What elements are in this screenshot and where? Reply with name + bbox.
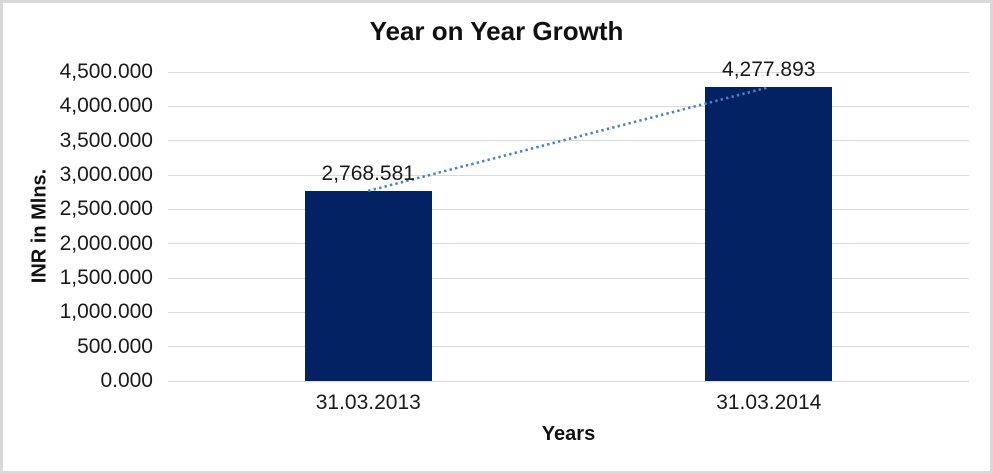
- gridline: [168, 71, 969, 73]
- gridline: [168, 311, 969, 313]
- trendline-segment: [367, 85, 770, 193]
- x-axis-tick-labels: 31.03.2013 31.03.2014: [168, 390, 969, 416]
- gridline: [168, 380, 969, 382]
- y-axis-tick-label: 500.000: [77, 334, 153, 358]
- gridline: [168, 174, 969, 176]
- bar-31.03.2013: [304, 190, 432, 381]
- y-axis-tick-label: 4,500.000: [59, 60, 153, 83]
- y-axis-tick-label: 2,500.000: [59, 197, 153, 221]
- y-axis-tick-label: 0.000: [100, 369, 153, 392]
- plot-area: 2,768.581 4,277.893: [168, 58, 969, 382]
- gridline: [168, 277, 969, 279]
- y-axis-tick-label: 1,500.000: [59, 266, 153, 289]
- y-axis-tick-label: 3,000.000: [59, 163, 153, 186]
- gridline: [168, 346, 969, 348]
- data-label: 2,768.581: [321, 161, 415, 185]
- y-axis-tick-labels: 0.000 500.000 1,000.000 1,500.000 2,000.000 2…: [0, 60, 153, 392]
- y-axis-tick-label: 3,500.000: [59, 128, 153, 152]
- x-axis-tick-label: 31.03.2014: [716, 391, 822, 414]
- gridline: [168, 105, 969, 107]
- gridline: [168, 140, 969, 142]
- x-axis-title: Years: [541, 423, 596, 445]
- y-axis-tick-label: 4,000.000: [59, 94, 153, 118]
- gridline: [168, 243, 969, 245]
- y-axis-tick-label: 2,000.000: [59, 231, 153, 255]
- x-axis-tick-label: 31.03.2013: [315, 391, 421, 414]
- bar-31.03.2014: [705, 87, 833, 381]
- chart-title: Year on Year Growth: [369, 16, 624, 46]
- gridline: [168, 208, 969, 210]
- data-label: 4,277.893: [722, 58, 816, 82]
- y-axis-tick-label: 1,000.000: [59, 300, 153, 324]
- trendline: [367, 85, 770, 193]
